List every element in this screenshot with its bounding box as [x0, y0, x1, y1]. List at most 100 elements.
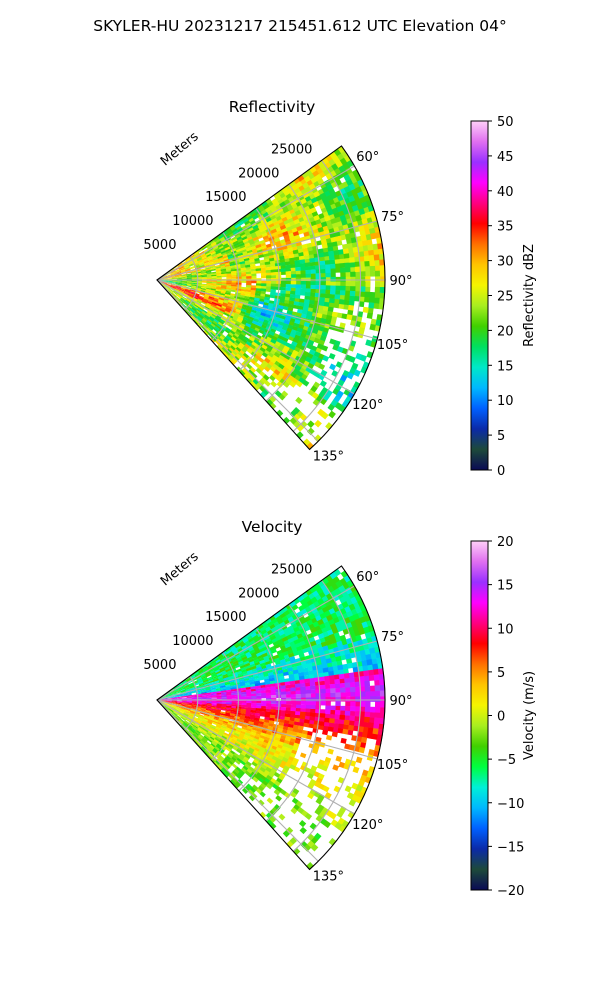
reflectivity-azimuth-tick-label: 90°: [389, 274, 412, 289]
reflectivity-panel: Reflectivity 5000 10000 15000 20000 25000 60…: [143, 98, 537, 479]
reflectivity-field-band: [157, 161, 384, 385]
velocity-sector-outline: [156, 565, 386, 871]
velocity-field-band: [171, 659, 379, 698]
reflectivity-azimuth-spoke: [156, 165, 355, 281]
reflectivity-colorbar-tick-label: 35: [497, 220, 514, 235]
reflectivity-field-band: [175, 287, 181, 290]
velocity-field-band: [157, 700, 379, 753]
velocity-range-ring: [183, 675, 199, 731]
velocity-azimuth-spoke: [156, 699, 319, 862]
velocity-field-band: [157, 700, 376, 799]
reflectivity-range-ring: [211, 231, 239, 341]
reflectivity-title: Reflectivity: [229, 98, 316, 116]
reflectivity-colorbar-tick-label: 0: [497, 464, 505, 479]
reflectivity-grid: [156, 145, 386, 451]
reflectivity-colorbar-bar: [470, 120, 489, 471]
reflectivity-field-band: [157, 178, 386, 399]
reflectivity-azimuth-tick-label: 120°: [352, 398, 383, 413]
reflectivity-range-tick-label: 20000: [238, 166, 279, 181]
reflectivity-colorbar: 0 5 10 15 20 25 30 35 40 45 50 Reflectivity dBZ: [470, 115, 537, 479]
reflectivity-sector-outline: [156, 145, 386, 451]
reflectivity-azimuth-tick-label: 135°: [313, 449, 344, 464]
velocity-range-tick-label: 5000: [143, 658, 176, 673]
velocity-range-tick-label: 20000: [238, 586, 279, 601]
velocity-colorbar-tick-label: −15: [497, 840, 524, 855]
velocity-azimuth-tick-label: 60°: [356, 570, 379, 585]
velocity-colorbar-label: Velocity (m/s): [522, 671, 537, 760]
reflectivity-azimuth-ticks: 60° 75° 90° 105° 120° 135°: [313, 150, 413, 464]
velocity-field-band: [157, 574, 371, 849]
reflectivity-colorbar-tick-label: 25: [497, 290, 514, 305]
reflectivity-range-ticks: 5000 10000 15000 20000 25000: [143, 142, 312, 253]
reflectivity-range-ring: [292, 160, 362, 432]
velocity-range-axis-label: Meters: [158, 549, 202, 589]
velocity-field-band: [176, 688, 386, 702]
velocity-azimuth-tick-label: 105°: [377, 758, 408, 773]
reflectivity-range-tick-label: 25000: [271, 142, 312, 157]
velocity-azimuth-spoke: [156, 640, 378, 701]
velocity-title: Velocity: [242, 518, 303, 536]
velocity-range-ring: [265, 603, 321, 822]
velocity-range-tick-label: 15000: [205, 610, 246, 625]
velocity-azimuth-spoke: [156, 699, 355, 815]
velocity-azimuth-spoke: [156, 699, 378, 760]
reflectivity-field-band: [157, 174, 375, 391]
velocity-colorbar-tick-label: 0: [497, 710, 505, 725]
reflectivity-range-ring: [265, 183, 321, 402]
velocity-field-band: [157, 700, 337, 852]
reflectivity-azimuth-spoke: [156, 279, 378, 340]
velocity-range-ring: [292, 580, 362, 852]
reflectivity-colorbar-tick-label: 45: [497, 150, 514, 165]
reflectivity-azimuth-tick-label: 75°: [381, 210, 404, 225]
velocity-range-tick-label: 10000: [172, 634, 213, 649]
velocity-colorbar-tick-label: 20: [497, 535, 514, 550]
velocity-panel: Velocity 5000 10000 15000 20000 25000 60° 75°…: [143, 518, 537, 899]
reflectivity-colorbar-tick-label: 40: [497, 185, 514, 200]
velocity-colorbar: −20 −15 −10 −5 0 5 10 15 20 Velocity (m/s): [470, 535, 537, 899]
velocity-azimuth-tick-label: 135°: [313, 869, 344, 884]
velocity-colorbar-tick-label: 5: [497, 666, 505, 681]
reflectivity-azimuth-spoke: [156, 279, 355, 395]
reflectivity-range-ring: [238, 207, 280, 372]
reflectivity-field-band: [161, 281, 215, 305]
reflectivity-field-band: [161, 277, 222, 308]
velocity-colorbar-bar: [470, 540, 489, 891]
reflectivity-colorbar-tick-label: 50: [497, 115, 514, 130]
reflectivity-azimuth-tick-label: 60°: [356, 150, 379, 165]
velocity-colorbar-tick-label: −5: [497, 753, 516, 768]
reflectivity-colorbar-tick-label: 10: [497, 394, 514, 409]
velocity-azimuth-ticks: 60° 75° 90° 105° 120° 135°: [313, 570, 413, 884]
velocity-colorbar-tick-label: 10: [497, 622, 514, 637]
reflectivity-field-band: [260, 312, 267, 317]
velocity-colorbar-tick-label: −20: [497, 884, 524, 899]
velocity-field-band: [157, 673, 385, 715]
reflectivity-azimuth-spoke: [156, 279, 319, 442]
velocity-field-band: [157, 653, 372, 700]
reflectivity-range-ring: [183, 255, 199, 311]
velocity-azimuth-tick-label: 75°: [381, 630, 404, 645]
velocity-field-band: [157, 700, 372, 784]
figure-title: SKYLER-HU 20231217 215451.612 UTC Elevat…: [93, 17, 507, 35]
velocity-colorbar-tick-label: 15: [497, 579, 514, 594]
velocity-range-tick-label: 25000: [271, 562, 312, 577]
velocity-grid: [156, 565, 386, 871]
reflectivity-colorbar-tick-label: 5: [497, 429, 505, 444]
velocity-field-band: [157, 568, 381, 700]
velocity-azimuth-tick-label: 120°: [352, 818, 383, 833]
reflectivity-range-axis-label: Meters: [158, 129, 202, 169]
velocity-azimuth-spoke: [156, 585, 355, 701]
reflectivity-range-tick-label: 10000: [172, 214, 213, 229]
velocity-range-ticks: 5000 10000 15000 20000 25000: [143, 562, 312, 673]
reflectivity-azimuth-tick-label: 105°: [377, 338, 408, 353]
velocity-range-ring: [238, 627, 280, 792]
reflectivity-range-tick-label: 15000: [205, 190, 246, 205]
reflectivity-colorbar-tick-label: 20: [497, 324, 514, 339]
velocity-range-ring: [211, 651, 239, 761]
reflectivity-field-band: [161, 277, 204, 300]
reflectivity-field-band: [157, 145, 386, 443]
velocity-field-band: [157, 587, 377, 700]
reflectivity-colorbar-label: Reflectivity dBZ: [522, 244, 537, 347]
velocity-field-band: [157, 668, 384, 736]
reflectivity-colorbar-tick-label: 30: [497, 255, 514, 270]
